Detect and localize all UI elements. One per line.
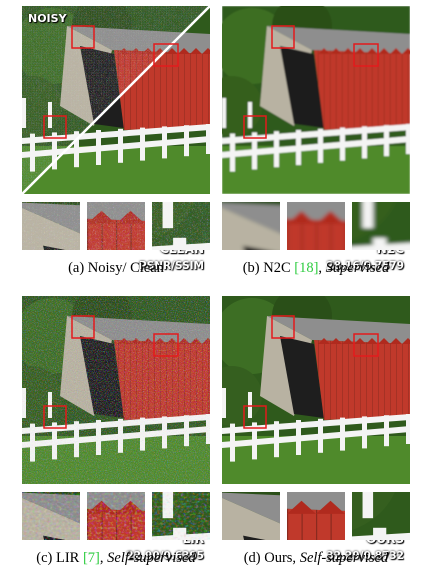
crop-roof: [222, 202, 280, 250]
main-image: [22, 6, 210, 194]
crop-barn: [287, 492, 345, 540]
crop-fence: [152, 492, 210, 540]
main-image: [222, 296, 410, 484]
caption: (a) Noisy/ Clean: [68, 260, 164, 276]
noisy-label: NOISY: [28, 12, 67, 25]
crop-roof: [22, 202, 80, 250]
zoom-crops: [22, 202, 210, 250]
crop-roof: [222, 492, 280, 540]
zoom-crops: [222, 492, 410, 540]
panel-n2c: N2C 28.16/0.7579 (b) N2C [18], Supervise…: [222, 6, 410, 278]
metric-label: 28.16/0.7579: [326, 260, 404, 272]
zoom-crops: [22, 492, 210, 540]
crop-fence: [352, 492, 410, 540]
caption: (c) LIR [7], Self-supervised: [36, 550, 196, 566]
caption: (d) Ours, Self-supervised: [243, 550, 389, 566]
panel-noisy-clean: NOISY CLEAN PSNR/SSIM (a) Noisy/ Clean: [22, 6, 210, 278]
crop-fence: [152, 202, 210, 250]
crop-roof: [22, 492, 80, 540]
crop-barn: [87, 492, 145, 540]
metric-label: 22.90/0.6395: [126, 550, 204, 562]
crop-barn: [287, 202, 345, 250]
main-image: [22, 296, 210, 484]
caption: (b) N2C [18], Supervised: [242, 260, 390, 276]
panel-ours: OURS 32.29/0.8732 (d) Ours, Self-supervi…: [222, 296, 410, 568]
crop-fence: [352, 202, 410, 250]
metric-label: 32.29/0.8732: [326, 550, 404, 562]
crop-barn: [87, 202, 145, 250]
panel-lir: LIR 22.90/0.6395 (c) LIR [7], Self-super…: [22, 296, 210, 568]
zoom-crops: [222, 202, 410, 250]
metric-label: PSNR/SSIM: [139, 260, 204, 272]
main-image: [222, 6, 410, 194]
